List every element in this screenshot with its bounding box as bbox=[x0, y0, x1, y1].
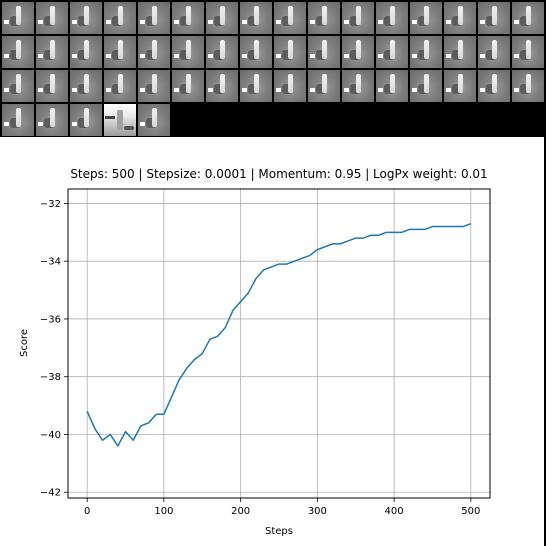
chart-title: Steps: 500 | Stepsize: 0.0001 | Momentum… bbox=[70, 167, 487, 181]
y-tick-label: −42 bbox=[40, 488, 61, 499]
sample-thumbnail bbox=[410, 2, 442, 34]
y-tick-label: −32 bbox=[40, 199, 61, 210]
y-axis-title: Score bbox=[19, 329, 30, 357]
sample-thumbnail bbox=[36, 70, 68, 102]
sample-thumbnail bbox=[2, 36, 34, 68]
sample-thumbnail bbox=[342, 70, 374, 102]
y-tick-label: −40 bbox=[40, 430, 61, 441]
sample-thumbnail bbox=[512, 70, 544, 102]
sample-thumbnail bbox=[342, 36, 374, 68]
y-tick-label: −34 bbox=[40, 257, 61, 268]
sample-thumbnail bbox=[376, 36, 408, 68]
sample-thumbnail bbox=[512, 2, 544, 34]
sample-thumbnail bbox=[410, 70, 442, 102]
sample-thumbnail bbox=[206, 2, 238, 34]
sample-thumbnail bbox=[138, 70, 170, 102]
sample-thumbnail bbox=[444, 70, 476, 102]
sample-thumbnail bbox=[138, 104, 170, 136]
x-tick-label: 100 bbox=[154, 506, 173, 517]
x-tick-label: 200 bbox=[231, 506, 250, 517]
score-chart: Steps: 500 | Stepsize: 0.0001 | Momentum… bbox=[19, 167, 491, 537]
sample-thumbnail bbox=[444, 36, 476, 68]
sample-thumbnail bbox=[2, 2, 34, 34]
x-tick-label: 400 bbox=[385, 506, 404, 517]
sample-thumbnail bbox=[138, 36, 170, 68]
sample-thumbnail bbox=[70, 70, 102, 102]
sample-thumbnail bbox=[308, 70, 340, 102]
sample-thumbnail bbox=[138, 2, 170, 34]
sample-thumbnail bbox=[104, 36, 136, 68]
sample-thumbnail bbox=[2, 70, 34, 102]
thumbnail-strip bbox=[0, 0, 546, 137]
plot-frame bbox=[67, 188, 491, 499]
sample-thumbnail bbox=[104, 104, 136, 136]
x-axis-title: Steps bbox=[265, 526, 293, 537]
score-line bbox=[86, 222, 472, 447]
sample-thumbnail bbox=[478, 2, 510, 34]
sample-thumbnail bbox=[172, 2, 204, 34]
sample-thumbnail bbox=[308, 2, 340, 34]
sample-thumbnail bbox=[36, 36, 68, 68]
sample-thumbnail bbox=[512, 36, 544, 68]
sample-thumbnail bbox=[240, 70, 272, 102]
sample-thumbnail bbox=[2, 104, 34, 136]
y-tick-label: −36 bbox=[40, 314, 61, 325]
x-tick-label: 500 bbox=[461, 506, 480, 517]
sample-thumbnail bbox=[274, 2, 306, 34]
plot-lines bbox=[86, 222, 472, 447]
sample-thumbnail bbox=[240, 2, 272, 34]
sample-thumbnail bbox=[342, 2, 374, 34]
y-tick-label: −38 bbox=[40, 372, 61, 383]
sample-thumbnail bbox=[478, 36, 510, 68]
axis-ticks: 0 100 200 300 400 500 −42 −40 −38 −36 −34 −32 bbox=[40, 199, 480, 517]
sample-thumbnail bbox=[70, 2, 102, 34]
sample-thumbnail bbox=[104, 70, 136, 102]
sample-thumbnail bbox=[104, 2, 136, 34]
sample-thumbnail bbox=[274, 36, 306, 68]
sample-thumbnail bbox=[36, 2, 68, 34]
sample-thumbnail bbox=[478, 70, 510, 102]
sample-thumbnail bbox=[308, 36, 340, 68]
sample-thumbnail bbox=[36, 104, 68, 136]
grid bbox=[68, 189, 490, 498]
sample-thumbnail bbox=[206, 70, 238, 102]
sample-thumbnail bbox=[444, 2, 476, 34]
sample-thumbnail bbox=[376, 2, 408, 34]
sample-thumbnail bbox=[172, 70, 204, 102]
sample-thumbnail bbox=[206, 36, 238, 68]
sample-thumbnail bbox=[172, 36, 204, 68]
sample-thumbnail bbox=[376, 70, 408, 102]
x-tick-label: 300 bbox=[308, 506, 327, 517]
sample-thumbnail bbox=[274, 70, 306, 102]
x-tick-label: 0 bbox=[84, 506, 90, 517]
sample-thumbnail bbox=[70, 36, 102, 68]
sample-thumbnail bbox=[70, 104, 102, 136]
sample-thumbnail bbox=[240, 36, 272, 68]
sample-thumbnail bbox=[410, 36, 442, 68]
right-border bbox=[544, 137, 546, 546]
